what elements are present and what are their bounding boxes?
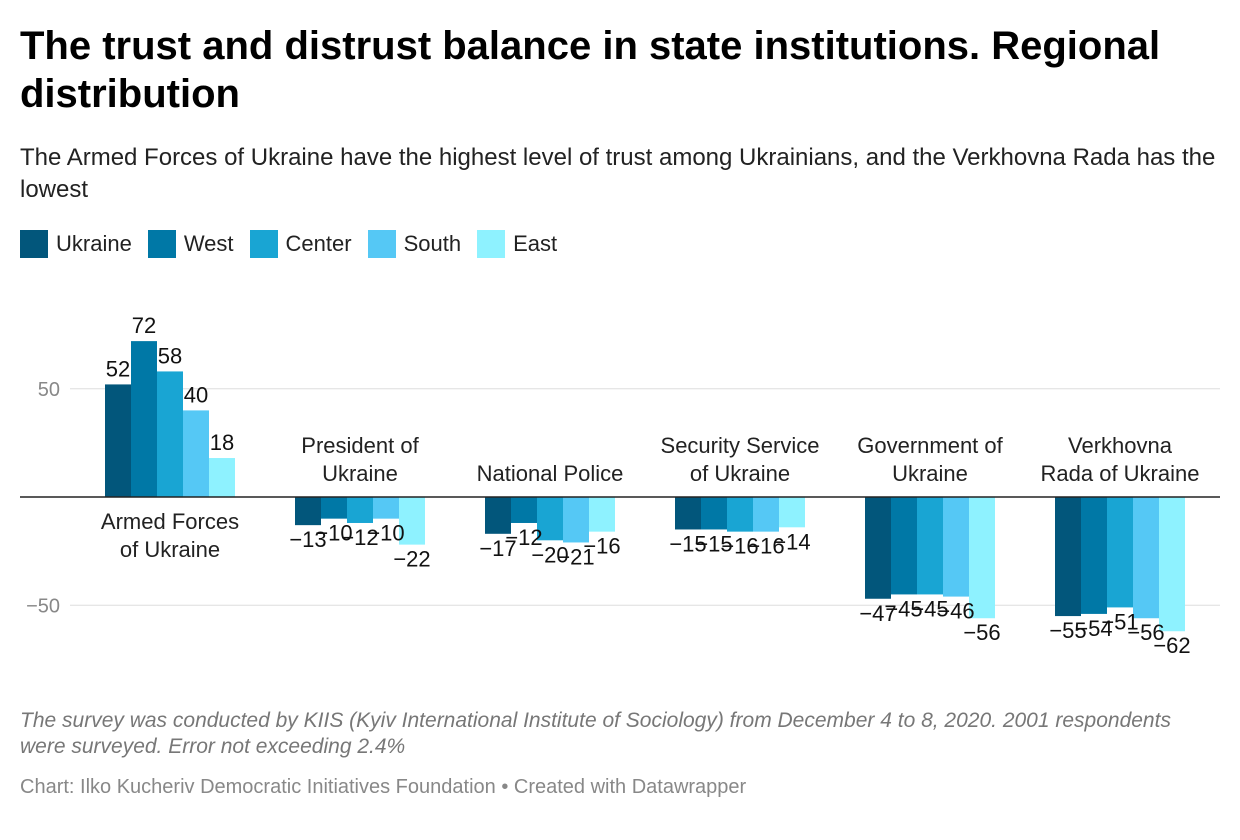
category-label-government-of-ukraine: Government of: [857, 433, 1003, 458]
data-label-verkhovna-rada-of-ukraine-west: −54: [1075, 616, 1112, 641]
data-label-government-of-ukraine-west: −45: [885, 596, 922, 621]
bar-government-of-ukraine-east: [969, 497, 995, 619]
data-label-armed-forces-of-ukraine-center: 58: [158, 343, 182, 368]
data-label-security-service-of-ukraine-east: −14: [773, 529, 810, 554]
bar-national-police-west: [511, 497, 537, 523]
legend-label-center: Center: [285, 231, 352, 256]
bar-security-service-of-ukraine-south: [753, 497, 779, 532]
bar-verkhovna-rada-of-ukraine-south: [1133, 497, 1159, 619]
bar-national-police-ukraine: [485, 497, 511, 534]
category-label-armed-forces-of-ukraine: of Ukraine: [120, 537, 220, 562]
bar-government-of-ukraine-south: [943, 497, 969, 597]
legend-label-east: East: [513, 231, 558, 256]
data-label-armed-forces-of-ukraine-south: 40: [184, 382, 208, 407]
bar-president-of-ukraine-center: [347, 497, 373, 523]
bar-security-service-of-ukraine-center: [727, 497, 753, 532]
bar-president-of-ukraine-ukraine: [295, 497, 321, 526]
legend-label-west: West: [183, 231, 234, 256]
data-label-verkhovna-rada-of-ukraine-center: −51: [1101, 609, 1138, 634]
bar-verkhovna-rada-of-ukraine-west: [1081, 497, 1107, 614]
data-label-security-service-of-ukraine-south: −16: [747, 534, 784, 559]
data-label-armed-forces-of-ukraine-ukraine: 52: [106, 356, 130, 381]
survey-notes: The survey was conducted by KIIS (Kyiv I…: [20, 709, 1171, 758]
legend-item-center: Center: [249, 230, 352, 258]
y-tick-label: 50: [38, 379, 60, 401]
data-label-government-of-ukraine-center: −45: [911, 596, 948, 621]
data-label-president-of-ukraine-east: −22: [393, 547, 430, 572]
bar-national-police-east: [589, 497, 615, 532]
legend-item-west: West: [147, 230, 234, 258]
legend-swatch-west: [147, 230, 176, 258]
data-label-national-police-south: −21: [557, 544, 594, 569]
bar-government-of-ukraine-west: [891, 497, 917, 595]
bar-armed-forces-of-ukraine-west: [131, 341, 157, 497]
data-label-president-of-ukraine-center: −12: [341, 525, 378, 550]
category-label-president-of-ukraine: President of: [301, 433, 419, 458]
data-label-armed-forces-of-ukraine-east: 18: [210, 430, 234, 455]
chart-title: The trust and distrust balance in state …: [20, 24, 1161, 116]
data-label-verkhovna-rada-of-ukraine-south: −56: [1127, 620, 1164, 645]
data-label-president-of-ukraine-west: −10: [315, 521, 352, 546]
bar-verkhovna-rada-of-ukraine-ukraine: [1055, 497, 1081, 617]
category-label-armed-forces-of-ukraine: Armed Forces: [101, 509, 239, 534]
y-tick-label: −50: [26, 595, 60, 617]
bar-armed-forces-of-ukraine-ukraine: [105, 384, 131, 497]
data-label-security-service-of-ukraine-west: −15: [695, 531, 732, 556]
legend-swatch-ukraine: [20, 230, 48, 258]
legend-item-south: South: [367, 230, 462, 258]
bar-armed-forces-of-ukraine-east: [209, 458, 235, 497]
category-label-security-service-of-ukraine: Security Service: [661, 433, 820, 458]
data-label-government-of-ukraine-south: −46: [937, 599, 974, 624]
data-label-national-police-ukraine: −17: [479, 536, 516, 561]
legend-swatch-south: [367, 230, 396, 258]
bar-security-service-of-ukraine-east: [779, 497, 805, 528]
data-label-national-police-west: −12: [505, 525, 542, 550]
bar-armed-forces-of-ukraine-center: [157, 371, 183, 497]
bar-national-police-center: [537, 497, 563, 541]
data-label-verkhovna-rada-of-ukraine-east: −62: [1153, 633, 1190, 658]
bar-security-service-of-ukraine-west: [701, 497, 727, 530]
legend-label-ukraine: Ukraine: [56, 231, 132, 256]
data-label-verkhovna-rada-of-ukraine-ukraine: −55: [1049, 618, 1086, 643]
bar-armed-forces-of-ukraine-south: [183, 410, 209, 497]
data-label-government-of-ukraine-east: −56: [963, 620, 1000, 645]
bar-president-of-ukraine-east: [399, 497, 425, 545]
legend-item-ukraine: Ukraine: [20, 230, 132, 258]
legend-swatch-center: [249, 230, 278, 258]
bar-government-of-ukraine-center: [917, 497, 943, 595]
bar-president-of-ukraine-south: [373, 497, 399, 519]
bar-verkhovna-rada-of-ukraine-center: [1107, 497, 1133, 608]
category-label-security-service-of-ukraine: of Ukraine: [690, 461, 790, 486]
category-label-president-of-ukraine: Ukraine: [322, 461, 398, 486]
data-label-government-of-ukraine-ukraine: −47: [859, 601, 896, 626]
data-label-armed-forces-of-ukraine-west: 72: [132, 313, 156, 338]
category-label-verkhovna-rada-of-ukraine: Verkhovna: [1068, 433, 1173, 458]
chart-source: Chart: Ilko Kucheriv Democratic Initiati…: [20, 776, 747, 798]
legend-item-east: East: [477, 230, 557, 258]
bar-verkhovna-rada-of-ukraine-east: [1159, 497, 1185, 632]
data-label-president-of-ukraine-ukraine: −13: [289, 527, 326, 552]
data-label-security-service-of-ukraine-center: −16: [721, 534, 758, 559]
bar-government-of-ukraine-ukraine: [865, 497, 891, 599]
legend: Ukraine West Center South East: [20, 228, 573, 260]
category-label-government-of-ukraine: Ukraine: [892, 461, 968, 486]
category-label-national-police: National Police: [477, 461, 624, 486]
data-label-security-service-of-ukraine-ukraine: −15: [669, 531, 706, 556]
legend-swatch-east: [477, 230, 506, 258]
bar-president-of-ukraine-west: [321, 497, 347, 519]
data-label-national-police-east: −16: [583, 534, 620, 559]
data-label-national-police-center: −20: [531, 542, 568, 567]
bar-security-service-of-ukraine-ukraine: [675, 497, 701, 530]
chart-subtitle: The Armed Forces of Ukraine have the hig…: [20, 144, 1216, 203]
data-label-president-of-ukraine-south: −10: [367, 521, 404, 546]
bar-national-police-south: [563, 497, 589, 543]
category-label-verkhovna-rada-of-ukraine: Rada of Ukraine: [1041, 461, 1200, 486]
legend-label-south: South: [403, 231, 462, 256]
